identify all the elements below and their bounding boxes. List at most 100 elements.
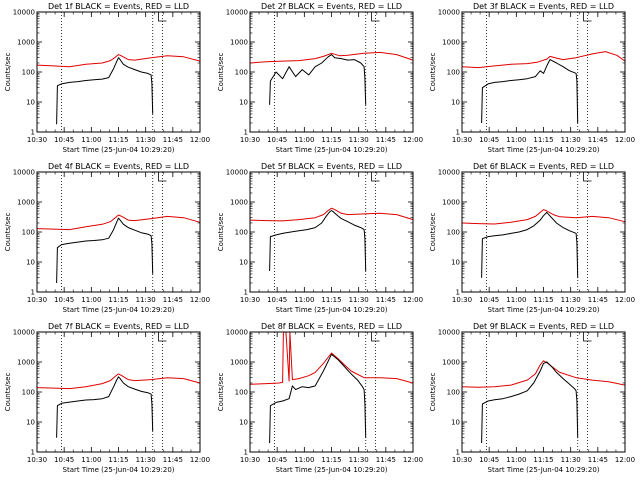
y-axis-label: Counts/sec [217,213,225,252]
x-tick-label: 11:15 [108,456,128,464]
y-tick-label: 10 [239,419,248,427]
x-tick-label: 12:00 [403,136,423,144]
events-series-line [56,217,154,284]
x-axis-label: Start Time (25-Jun-04 10:29:20) [63,466,175,474]
x-tick-label: 11:30 [561,136,581,144]
x-tick-label: 11:00 [81,456,101,464]
x-tick-label: 10:45 [267,456,287,464]
x-tick-label: 11:45 [163,456,183,464]
lld-series-line [36,54,201,68]
events-series-line [269,54,367,105]
chart-panel-det-5f: Det 5f BLACK = Events, RED = LLD Counts/s… [217,162,423,314]
x-tick-label: 11:15 [321,456,341,464]
x-tick-label: 10:45 [54,136,74,144]
y-tick-label: 10000 [438,9,460,17]
y-tick-label: 10 [26,419,35,427]
chart-title: Det 4f BLACK = Events, RED = LLD [48,162,189,171]
x-tick-label: 10:30 [27,296,47,304]
x-axis-label: Start Time (25-Jun-04 10:29:20) [488,146,600,154]
chart-title: Det 8f BLACK = Events, RED = LLD [261,322,402,331]
y-tick-label: 100 [235,69,248,77]
x-tick-label: 11:45 [588,296,608,304]
lld-series-line [36,373,201,390]
y-tick-label: 1 [244,129,248,137]
x-axis-label: Start Time (25-Jun-04 10:29:20) [63,146,175,154]
y-tick-label: 10 [239,259,248,267]
lld-series-line [36,214,201,231]
x-tick-label: 12:00 [190,456,210,464]
y-tick-label: 100 [447,389,460,397]
y-tick-label: 10 [26,259,35,267]
x-tick-label: 11:45 [163,136,183,144]
x-axis-label: Start Time (25-Jun-04 10:29:20) [276,466,388,474]
events-series-line [56,376,154,438]
y-tick-label: 1 [244,449,248,457]
plot-frame [36,11,201,133]
y-tick-label: 100 [447,229,460,237]
y-tick-label: 1000 [17,39,35,47]
x-tick-label: 11:15 [533,136,553,144]
chart-panel-det-8f: Det 8f BLACK = Events, RED = LLD Counts/s… [217,322,423,474]
y-tick-label: 1 [244,289,248,297]
y-tick-label: 100 [235,229,248,237]
x-tick-label: 12:00 [190,136,210,144]
interval-marker [158,332,167,342]
x-tick-label: 11:00 [81,296,101,304]
x-tick-label: 10:30 [452,296,472,304]
interval-marker [583,332,592,342]
chart-panel-det-7f: Det 7f BLACK = Events, RED = LLD Counts/s… [4,322,210,474]
x-tick-label: 11:00 [294,456,314,464]
events-series-line [481,211,579,278]
y-tick-label: 10000 [13,169,35,177]
chart-title: Det 6f BLACK = Events, RED = LLD [473,162,614,171]
x-tick-label: 11:30 [349,136,369,144]
x-tick-label: 11:15 [533,456,553,464]
plot-frame [461,171,626,293]
x-tick-label: 11:00 [506,456,526,464]
x-tick-label: 11:30 [561,456,581,464]
y-tick-label: 10 [451,259,460,267]
x-tick-label: 11:00 [506,136,526,144]
y-tick-label: 10000 [226,9,248,17]
plot-frame [461,331,626,453]
x-tick-label: 11:30 [136,136,156,144]
x-tick-label: 11:00 [506,296,526,304]
events-series-line [481,59,579,124]
events-series-line [269,353,367,444]
x-tick-label: 11:00 [294,136,314,144]
x-tick-label: 10:45 [267,296,287,304]
x-tick-label: 11:15 [533,296,553,304]
chart-title: Det 5f BLACK = Events, RED = LLD [261,162,402,171]
events-series-line [56,57,154,125]
y-tick-label: 1 [31,129,35,137]
x-tick-label: 10:45 [54,296,74,304]
x-tick-label: 10:30 [240,456,260,464]
x-tick-label: 10:30 [452,456,472,464]
x-tick-label: 11:45 [376,136,396,144]
y-tick-label: 100 [22,69,35,77]
y-axis-label: Counts/sec [4,373,12,412]
x-tick-label: 12:00 [403,456,423,464]
x-tick-label: 11:15 [108,296,128,304]
plot-frame [461,11,626,133]
x-tick-label: 10:45 [479,456,499,464]
y-tick-label: 1 [31,289,35,297]
lld-series-line [249,207,414,222]
x-axis-label: Start Time (25-Jun-04 10:29:20) [488,306,600,314]
interval-marker [371,172,380,182]
y-tick-label: 1000 [17,359,35,367]
x-tick-label: 11:00 [81,136,101,144]
plot-frame [36,171,201,293]
x-tick-label: 12:00 [190,296,210,304]
y-tick-label: 1000 [17,199,35,207]
x-tick-label: 11:30 [349,456,369,464]
x-tick-label: 11:30 [561,296,581,304]
x-tick-label: 10:45 [267,136,287,144]
plot-frame [36,331,201,453]
y-axis-label: Counts/sec [429,53,437,92]
y-tick-label: 1 [456,129,460,137]
y-tick-label: 1000 [230,359,248,367]
y-tick-label: 1000 [442,199,460,207]
x-tick-label: 11:15 [321,296,341,304]
x-tick-label: 10:45 [479,296,499,304]
